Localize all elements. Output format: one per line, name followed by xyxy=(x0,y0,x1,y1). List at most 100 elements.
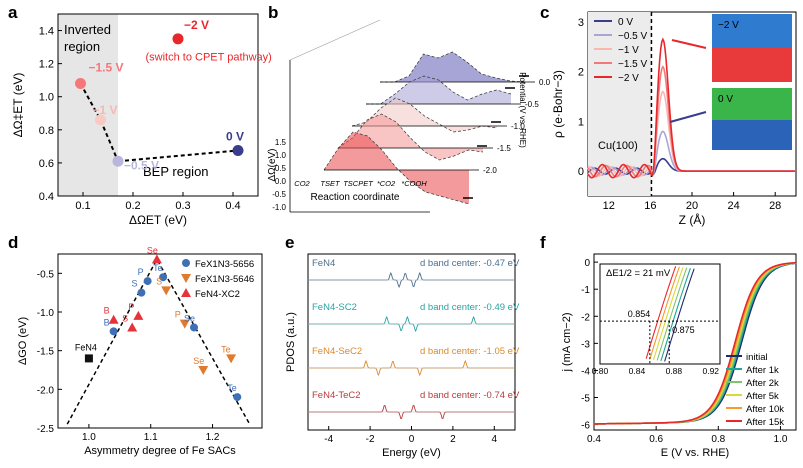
b-category-label: TSET xyxy=(320,179,341,188)
inverted-fit-line xyxy=(79,83,119,162)
density-line xyxy=(587,37,795,179)
panel-e-ticks: -4 -2 0 2 4 xyxy=(324,426,498,445)
legend-label: FeX1N3-5656 xyxy=(195,259,254,270)
inverted-region-shade xyxy=(58,14,118,196)
panel-b-planes: 0.0 -0.5 -1.0 -1.5 -2.0 xyxy=(289,19,551,213)
potential-label: -0.5 xyxy=(525,100,539,109)
y-tick-label: -1 xyxy=(581,285,590,296)
inset-label-0v: 0 V xyxy=(718,94,733,105)
legend-label: After 15k xyxy=(746,417,784,428)
potential-label: 0.0 xyxy=(539,78,551,87)
d-band-center-label: d band center: -0.47 eV xyxy=(420,258,520,269)
b-category-label: *COOH xyxy=(401,179,427,188)
bep-fit-line xyxy=(117,149,239,163)
point-label: Te xyxy=(227,383,237,393)
b-y-tick-label: 1.5 xyxy=(275,138,287,147)
y-tick-label: 0.8 xyxy=(39,125,54,137)
y-tick-label: 0 xyxy=(584,258,590,269)
x-tick-label: -2 xyxy=(366,434,375,445)
legend-label: −1.5 V xyxy=(618,59,648,70)
panel-d: 1.0 1.1 1.2-0.5-1.0-1.5-2.0-2.5 FeN4BBPSPS… xyxy=(17,245,263,457)
pdos-label: FeN4-SeC2 xyxy=(312,346,362,357)
energy-curve xyxy=(337,113,484,161)
y-tick-label: -2 xyxy=(581,312,590,323)
scatter-point xyxy=(112,155,124,167)
cu100-label: Cu(100) xyxy=(598,140,638,152)
point-label: B xyxy=(104,306,110,316)
d-band-center-label: d band center: -1.05 eV xyxy=(420,346,520,357)
point-label: −0.5 V xyxy=(124,158,159,172)
panel-b-ticks: 1.5 1.0 0.5 0.0 -0.5 -1.0 CO2 TSET TSCPET *CO2 *CO… xyxy=(272,138,427,212)
potential-label: -1.5 xyxy=(497,144,511,153)
scatter-point xyxy=(95,114,106,126)
inset-curve xyxy=(660,267,691,362)
y-tick-label: -4 xyxy=(581,366,590,377)
marker-circle xyxy=(159,273,168,282)
marker-triangle-down xyxy=(161,286,172,296)
arrow-to-inset-0v xyxy=(669,111,707,123)
x-tick-label: 0.8 xyxy=(711,434,725,445)
marker-square xyxy=(84,354,93,363)
pdos-label: FeN4 xyxy=(312,258,335,269)
b-y-tick-label: -1.0 xyxy=(272,203,286,212)
y-tick-label: -2.5 xyxy=(37,424,55,435)
b-category-label: TSCPET xyxy=(343,179,374,188)
inset-curve xyxy=(653,267,684,360)
panel-b-zlabel: Potential (V vs. RHE) xyxy=(518,72,527,148)
point-label: S xyxy=(122,313,128,323)
b-y-tick-label: 0.0 xyxy=(275,177,287,186)
point-label: −1 V xyxy=(93,103,118,117)
inset-x-tick-label: 0.92 xyxy=(702,366,719,376)
panel-f-axes-frame xyxy=(593,253,797,431)
energy-curve xyxy=(351,97,498,133)
inset-curve xyxy=(656,267,688,361)
x-tick-label: 0 xyxy=(409,434,415,445)
pdos-label: FeN4-TeC2 xyxy=(312,390,361,401)
bep-region-label: BEP region xyxy=(143,164,209,179)
panel-f-lines xyxy=(593,261,797,425)
x-tick-label: 1.2 xyxy=(206,432,220,443)
panel-letter-e: e xyxy=(285,233,294,252)
panel-d-xlabel: Asymmetry degree of Fe SACs xyxy=(84,445,236,457)
legend-label: 0 V xyxy=(618,17,633,28)
point-label: Se xyxy=(193,356,204,366)
x-tick-label: 1.0 xyxy=(82,432,96,443)
legend-marker xyxy=(181,288,191,297)
legend-marker xyxy=(181,274,191,283)
panel-c-legend: 0 V −0.5 V −1 V −1.5 V −2 V xyxy=(594,17,648,84)
panel-a-axes-frame xyxy=(57,13,259,197)
b-y-tick-label: 0.5 xyxy=(275,164,287,173)
y-tick-label: -6 xyxy=(581,421,590,432)
inset-0v-band xyxy=(712,120,792,150)
legend-label: −1 V xyxy=(618,45,639,56)
legend-label: After 5k xyxy=(746,391,779,402)
panel-c-xlabel: Z (Å) xyxy=(679,212,706,227)
x-tick-label: -4 xyxy=(324,434,333,445)
panel-letter-d: d xyxy=(8,233,18,252)
y-tick-label: 1.0 xyxy=(39,92,54,104)
x-tick-label: 4 xyxy=(492,434,498,445)
point-label: 0 V xyxy=(226,130,244,144)
panel-a-ylabel: ΔΩ‡ET (eV) xyxy=(11,73,25,138)
panel-d-legend: FeX1N3-5656 FeX1N3-5646 FeN4-XC2 xyxy=(181,259,254,300)
inset-x-tick-label: 0.80 xyxy=(592,366,609,376)
point-label: S xyxy=(131,279,137,289)
marker-triangle-down xyxy=(198,366,209,375)
panel-letter-a: a xyxy=(8,3,18,22)
panel-letter-b: b xyxy=(268,3,278,22)
y-tick-label: 0.6 xyxy=(39,158,54,170)
marker-circle xyxy=(137,288,146,297)
cpet-note: (switch to CPET pathway) xyxy=(146,51,272,63)
marker-triangle-up xyxy=(108,314,119,324)
panel-a-ticks: 0.1 0.2 0.3 0.4 0.4 0.6 0.8 1.0 1.2 1.4 xyxy=(39,26,241,212)
b-depth xyxy=(289,19,381,61)
d-band-center-label: d band center: -0.74 eV xyxy=(420,390,520,401)
y-tick-label: 1.4 xyxy=(39,26,54,38)
b-y-tick-label: 1.0 xyxy=(275,151,287,160)
marker-circle xyxy=(190,323,198,332)
x-tick-label: 1.0 xyxy=(774,434,788,445)
marker-triangle-up xyxy=(151,254,162,264)
